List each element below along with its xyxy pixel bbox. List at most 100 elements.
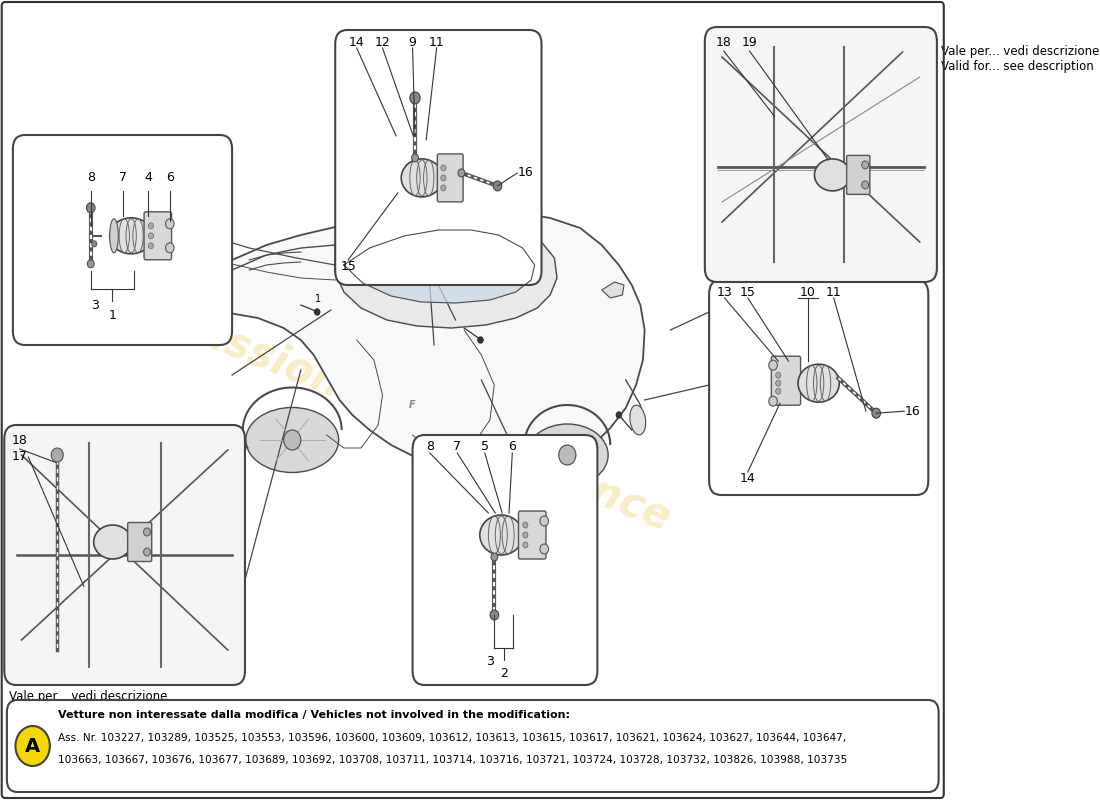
Text: 9: 9 — [408, 35, 417, 49]
Ellipse shape — [402, 159, 442, 197]
Circle shape — [143, 528, 151, 536]
Circle shape — [441, 175, 446, 181]
Circle shape — [165, 218, 174, 229]
Circle shape — [540, 516, 549, 526]
Circle shape — [458, 169, 465, 177]
Circle shape — [491, 553, 498, 561]
Text: 14: 14 — [349, 35, 364, 49]
Circle shape — [15, 726, 50, 766]
Ellipse shape — [480, 515, 522, 555]
Ellipse shape — [199, 301, 228, 319]
Text: 3: 3 — [486, 655, 494, 668]
Ellipse shape — [630, 405, 646, 435]
FancyBboxPatch shape — [710, 280, 928, 495]
Text: 17: 17 — [12, 450, 28, 463]
Ellipse shape — [110, 218, 153, 254]
Text: 1: 1 — [315, 294, 321, 304]
Circle shape — [148, 222, 154, 229]
Text: 16: 16 — [518, 166, 534, 179]
FancyBboxPatch shape — [4, 425, 245, 685]
Text: 1: 1 — [108, 309, 117, 322]
FancyBboxPatch shape — [847, 155, 870, 194]
Circle shape — [616, 412, 622, 418]
Circle shape — [540, 544, 549, 554]
Text: 11: 11 — [429, 35, 444, 49]
Polygon shape — [189, 210, 645, 468]
FancyBboxPatch shape — [144, 212, 172, 260]
Circle shape — [52, 448, 64, 462]
Text: 8: 8 — [426, 441, 433, 454]
Ellipse shape — [110, 218, 119, 253]
Text: Vale per... vedi descrizione
Valid for... see description: Vale per... vedi descrizione Valid for..… — [942, 45, 1100, 73]
Text: 4: 4 — [144, 170, 152, 184]
Circle shape — [522, 542, 528, 548]
Text: 15: 15 — [340, 261, 356, 274]
Text: 19: 19 — [741, 37, 758, 50]
Circle shape — [769, 360, 778, 370]
Circle shape — [769, 396, 778, 406]
Circle shape — [411, 154, 418, 162]
Circle shape — [861, 161, 869, 169]
Polygon shape — [344, 230, 535, 303]
FancyBboxPatch shape — [771, 356, 801, 405]
Text: 16: 16 — [905, 405, 921, 418]
Polygon shape — [602, 282, 624, 298]
Circle shape — [91, 241, 97, 246]
Circle shape — [165, 242, 174, 253]
FancyBboxPatch shape — [412, 435, 597, 685]
Ellipse shape — [798, 364, 839, 402]
Circle shape — [441, 165, 446, 171]
Ellipse shape — [245, 407, 339, 473]
Circle shape — [87, 260, 95, 268]
Text: 18: 18 — [716, 37, 732, 50]
Ellipse shape — [527, 424, 608, 486]
Circle shape — [315, 309, 320, 315]
Text: 18: 18 — [12, 434, 28, 447]
Text: 11: 11 — [826, 286, 842, 298]
FancyBboxPatch shape — [7, 700, 938, 792]
Circle shape — [410, 92, 420, 104]
Circle shape — [477, 337, 483, 343]
Text: Vale per... vedi descrizione
Valid for... see description: Vale per... vedi descrizione Valid for..… — [9, 690, 167, 718]
Text: Vetture non interessate dalla modifica / Vehicles not involved in the modificati: Vetture non interessate dalla modifica /… — [58, 710, 571, 720]
Circle shape — [776, 372, 781, 378]
Polygon shape — [336, 218, 557, 328]
Text: 7: 7 — [119, 170, 126, 184]
Text: 5: 5 — [481, 441, 488, 454]
Circle shape — [87, 202, 95, 213]
Text: 12: 12 — [375, 35, 390, 49]
Circle shape — [559, 445, 576, 465]
Text: F: F — [409, 400, 416, 410]
FancyBboxPatch shape — [438, 154, 463, 202]
FancyBboxPatch shape — [336, 30, 541, 285]
Ellipse shape — [94, 525, 132, 559]
Text: 14: 14 — [740, 473, 756, 486]
Circle shape — [143, 548, 151, 556]
Text: 2: 2 — [499, 667, 508, 680]
Text: Ass. Nr. 103227, 103289, 103525, 103553, 103596, 103600, 103609, 103612, 103613,: Ass. Nr. 103227, 103289, 103525, 103553,… — [58, 733, 847, 743]
Circle shape — [441, 185, 446, 191]
Circle shape — [284, 430, 300, 450]
Circle shape — [776, 388, 781, 394]
FancyBboxPatch shape — [705, 27, 937, 282]
Text: passion for parts since: passion for parts since — [165, 300, 678, 540]
Text: 7: 7 — [453, 441, 461, 454]
Circle shape — [776, 380, 781, 386]
FancyBboxPatch shape — [13, 135, 232, 345]
Circle shape — [522, 532, 528, 538]
Text: 1994: 1994 — [484, 467, 582, 533]
FancyBboxPatch shape — [518, 511, 546, 559]
Ellipse shape — [814, 159, 850, 191]
Text: 15: 15 — [740, 286, 756, 298]
Text: 103663, 103667, 103676, 103677, 103689, 103692, 103708, 103711, 103714, 103716, : 103663, 103667, 103676, 103677, 103689, … — [58, 755, 848, 765]
Circle shape — [148, 233, 154, 238]
Circle shape — [872, 408, 880, 418]
Circle shape — [861, 181, 869, 189]
FancyBboxPatch shape — [128, 522, 152, 562]
Text: A: A — [25, 737, 41, 755]
Text: 13: 13 — [717, 286, 733, 298]
Text: 8: 8 — [87, 170, 95, 184]
Circle shape — [491, 610, 498, 620]
Circle shape — [148, 242, 154, 249]
Circle shape — [522, 522, 528, 528]
